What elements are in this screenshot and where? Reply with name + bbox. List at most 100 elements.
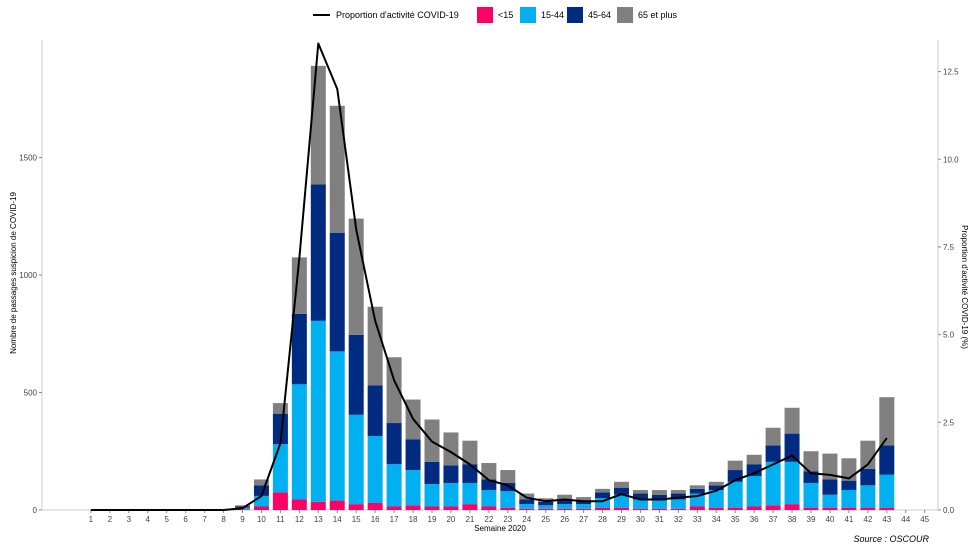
y-axis-left: 0 500 1000 1500 bbox=[19, 40, 43, 515]
x-tick-label: 44 bbox=[901, 515, 910, 524]
x-tick-label: 10 bbox=[257, 515, 266, 524]
bar-segment bbox=[595, 507, 611, 510]
bar-segment bbox=[310, 501, 326, 510]
legend-label: Proportion d'activité COVID-19 bbox=[336, 10, 459, 20]
bar-segment bbox=[632, 493, 648, 500]
bar-segment bbox=[443, 432, 459, 466]
x-tick-label: 11 bbox=[276, 515, 285, 524]
x-tick-label: 39 bbox=[807, 515, 816, 524]
bar-segment bbox=[481, 506, 497, 510]
bar-segment bbox=[310, 320, 326, 502]
y2-tick-label: 12.5 bbox=[943, 68, 959, 77]
bar-segment bbox=[670, 499, 686, 509]
bars bbox=[235, 65, 895, 510]
bar-segment bbox=[746, 464, 762, 476]
legend-label: 45-64 bbox=[588, 10, 611, 20]
bar-segment bbox=[386, 357, 402, 424]
bar-segment bbox=[860, 507, 876, 510]
bar-segment bbox=[822, 453, 838, 480]
bar-segment bbox=[746, 506, 762, 510]
x-tick-label: 28 bbox=[598, 515, 607, 524]
x-tick-label: 21 bbox=[465, 515, 474, 524]
bar-segment bbox=[860, 440, 876, 469]
bar-segment bbox=[576, 508, 592, 510]
bar-segment bbox=[576, 497, 592, 501]
bar-segment bbox=[538, 498, 554, 502]
bar-segment bbox=[462, 440, 478, 465]
bar-segment bbox=[765, 427, 781, 446]
bar-segment bbox=[329, 105, 345, 233]
y-tick-label: 0 bbox=[33, 506, 38, 515]
x-axis-title: Semaine 2020 bbox=[474, 524, 526, 533]
line-series bbox=[90, 42, 888, 511]
bar-segment bbox=[803, 482, 819, 508]
bar-segment bbox=[519, 508, 535, 510]
bar-segment bbox=[727, 460, 743, 471]
bar-segment bbox=[841, 507, 857, 510]
y2-tick-label: 7.5 bbox=[943, 243, 955, 252]
bar-segment bbox=[253, 485, 269, 496]
bar-segment bbox=[424, 484, 440, 507]
legend-label: 15-44 bbox=[541, 10, 564, 20]
bar-segment bbox=[272, 413, 288, 445]
bar-segment bbox=[689, 485, 705, 489]
bar-segment bbox=[746, 454, 762, 465]
bar-segment bbox=[614, 481, 629, 488]
bar-segment bbox=[803, 507, 819, 510]
y-axis-right: 0.0 2.5 5.0 7.5 10.0 12.5 bbox=[937, 40, 959, 515]
x-tick-label: 31 bbox=[655, 515, 664, 524]
bar-segment bbox=[879, 445, 895, 475]
x-tick-label: 34 bbox=[712, 515, 721, 524]
bar-segment bbox=[841, 480, 857, 491]
bar-segment bbox=[253, 506, 269, 510]
bar-segment bbox=[500, 482, 516, 492]
bar-segment bbox=[253, 495, 269, 507]
bar-segment bbox=[519, 504, 535, 509]
x-tick-label: 23 bbox=[503, 515, 512, 524]
bar-segment bbox=[708, 481, 724, 486]
bar-segment bbox=[784, 433, 800, 462]
bar-segment bbox=[632, 499, 648, 509]
y2-tick-label: 5.0 bbox=[943, 331, 955, 340]
bar-segment bbox=[367, 435, 383, 503]
x-axis: 1 2 3 4 5 6 7 8 9 10 11 12 13 14 15 16 17 18 19 20 21 22 23 24 2… bbox=[42, 509, 938, 524]
bar-segment bbox=[405, 439, 421, 471]
bar-segment bbox=[310, 184, 326, 321]
bar-segment bbox=[841, 490, 857, 508]
x-tick-label: 12 bbox=[295, 515, 304, 524]
bar-segment bbox=[443, 482, 459, 507]
x-tick-label: 29 bbox=[617, 515, 626, 524]
x-tick-label: 9 bbox=[240, 515, 245, 524]
x-tick-label: 17 bbox=[390, 515, 399, 524]
bar-segment bbox=[822, 507, 838, 510]
legend: Proportion d'activité COVID-19 <15 15-44 45… bbox=[313, 7, 678, 23]
x-tick-label: 24 bbox=[522, 515, 531, 524]
x-tick-label: 3 bbox=[127, 515, 132, 524]
bar-segment bbox=[651, 508, 667, 510]
x-tick-label: 40 bbox=[825, 515, 834, 524]
proportion-line bbox=[90, 42, 888, 511]
bar-segment bbox=[670, 493, 686, 500]
bar-segment bbox=[651, 494, 667, 501]
bar-segment bbox=[538, 508, 554, 510]
bar-segment bbox=[651, 500, 667, 509]
bar-segment bbox=[557, 508, 573, 510]
bar-segment bbox=[367, 306, 383, 386]
legend-swatch bbox=[617, 7, 633, 23]
x-tick-label: 26 bbox=[560, 515, 569, 524]
x-tick-label: 20 bbox=[446, 515, 455, 524]
y2-axis-title: Proportion d'activité COVID-19 (%) bbox=[960, 225, 969, 349]
bar-segment bbox=[329, 351, 345, 501]
x-tick-label: 4 bbox=[146, 515, 151, 524]
bar-segment bbox=[595, 498, 611, 508]
bar-segment bbox=[443, 506, 459, 510]
bar-segment bbox=[272, 444, 288, 493]
bar-segment bbox=[272, 403, 288, 414]
bar-segment bbox=[784, 407, 800, 434]
bar-segment bbox=[367, 385, 383, 436]
bar-segment bbox=[557, 499, 573, 505]
bar-segment bbox=[500, 491, 516, 508]
bar-segment bbox=[291, 313, 307, 385]
bar-segment bbox=[860, 468, 876, 486]
